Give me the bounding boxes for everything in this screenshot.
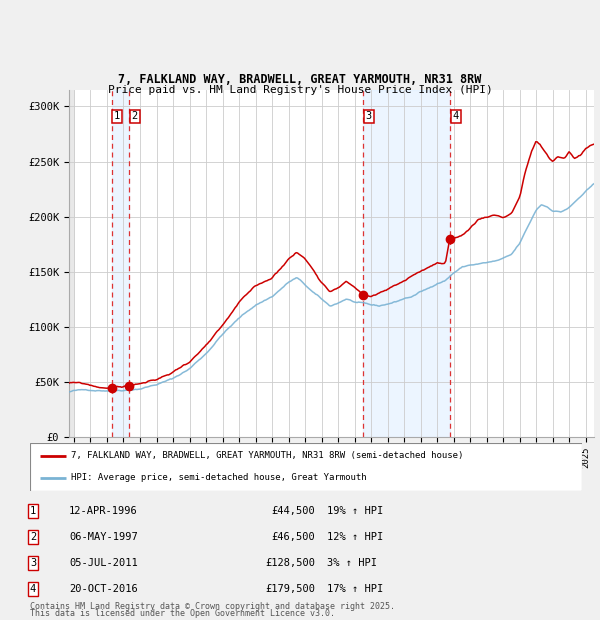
Text: This data is licensed under the Open Government Licence v3.0.: This data is licensed under the Open Gov… [30,609,335,618]
Text: 3: 3 [30,558,36,568]
Text: 1: 1 [30,506,36,516]
Text: 7, FALKLAND WAY, BRADWELL, GREAT YARMOUTH, NR31 8RW (semi-detached house): 7, FALKLAND WAY, BRADWELL, GREAT YARMOUT… [71,451,464,460]
Text: £128,500: £128,500 [265,558,315,568]
Text: 2: 2 [30,532,36,542]
Text: 12% ↑ HPI: 12% ↑ HPI [327,532,383,542]
Text: 1: 1 [114,112,121,122]
Text: 4: 4 [30,584,36,594]
Text: 2: 2 [132,112,138,122]
Text: £46,500: £46,500 [271,532,315,542]
Text: £179,500: £179,500 [265,584,315,594]
Text: 05-JUL-2011: 05-JUL-2011 [69,558,138,568]
Text: 4: 4 [453,112,459,122]
Text: Contains HM Land Registry data © Crown copyright and database right 2025.: Contains HM Land Registry data © Crown c… [30,602,395,611]
Text: 06-MAY-1997: 06-MAY-1997 [69,532,138,542]
Text: £44,500: £44,500 [271,506,315,516]
Text: 7, FALKLAND WAY, BRADWELL, GREAT YARMOUTH, NR31 8RW: 7, FALKLAND WAY, BRADWELL, GREAT YARMOUT… [118,73,482,86]
Text: 19% ↑ HPI: 19% ↑ HPI [327,506,383,516]
Text: 20-OCT-2016: 20-OCT-2016 [69,584,138,594]
Text: 3% ↑ HPI: 3% ↑ HPI [327,558,377,568]
Text: 3: 3 [365,112,372,122]
Bar [363,90,451,437]
Text: Price paid vs. HM Land Registry's House Price Index (HPI): Price paid vs. HM Land Registry's House … [107,85,493,95]
Text: HPI: Average price, semi-detached house, Great Yarmouth: HPI: Average price, semi-detached house,… [71,474,367,482]
Text: 17% ↑ HPI: 17% ↑ HPI [327,584,383,594]
Text: 12-APR-1996: 12-APR-1996 [69,506,138,516]
Bar [112,90,129,437]
Bar [69,90,75,437]
